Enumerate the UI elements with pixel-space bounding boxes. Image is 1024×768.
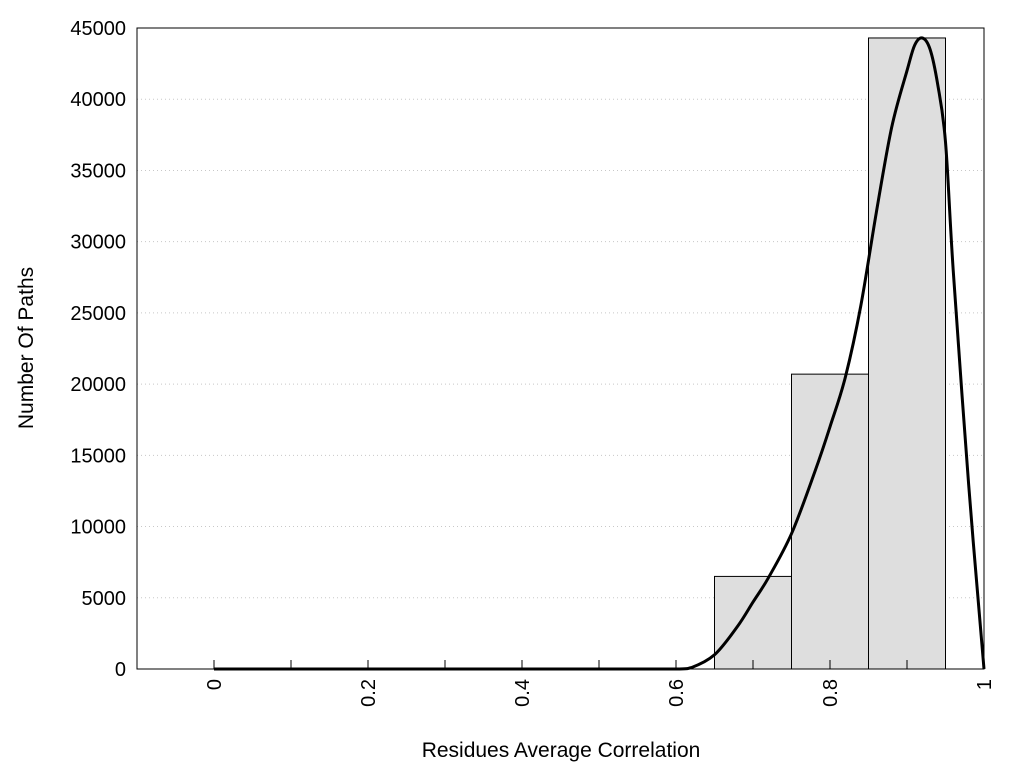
x-tick-label: 0.6 bbox=[666, 679, 688, 707]
x-axis-title: Residues Average Correlation bbox=[422, 739, 701, 762]
y-tick-label: 25000 bbox=[70, 303, 126, 325]
y-tick-label: 15000 bbox=[70, 445, 126, 467]
y-tick-label: 30000 bbox=[70, 232, 126, 254]
bars bbox=[714, 37, 946, 670]
histogram-bar bbox=[868, 37, 946, 670]
x-tick-label: 1 bbox=[974, 679, 996, 690]
y-tick-label: 40000 bbox=[70, 89, 126, 111]
y-tick-label: 0 bbox=[115, 659, 126, 681]
y-tick-label: 35000 bbox=[70, 160, 126, 182]
x-tick-label: 0.4 bbox=[512, 679, 534, 707]
y-axis-title: Number Of Paths bbox=[15, 267, 38, 429]
plot-frame bbox=[136, 27, 985, 670]
y-tick-label: 20000 bbox=[70, 374, 126, 396]
x-tick-label: 0.2 bbox=[358, 679, 380, 707]
y-axis-tick-labels: 0 5000 10000 15000 20000 25000 30000 35000 40000… bbox=[70, 18, 126, 681]
y-tick-label: 45000 bbox=[70, 18, 126, 40]
x-axis-tick-labels: 0 0.2 0.4 0.6 0.8 1 bbox=[204, 679, 996, 707]
x-tick-label: 0.8 bbox=[820, 679, 842, 707]
histogram-bar bbox=[714, 575, 792, 670]
x-tick-label: 0 bbox=[204, 679, 226, 690]
y-tick-label: 5000 bbox=[82, 588, 127, 610]
y-tick-label: 10000 bbox=[70, 517, 126, 539]
histogram-bar bbox=[791, 373, 869, 670]
